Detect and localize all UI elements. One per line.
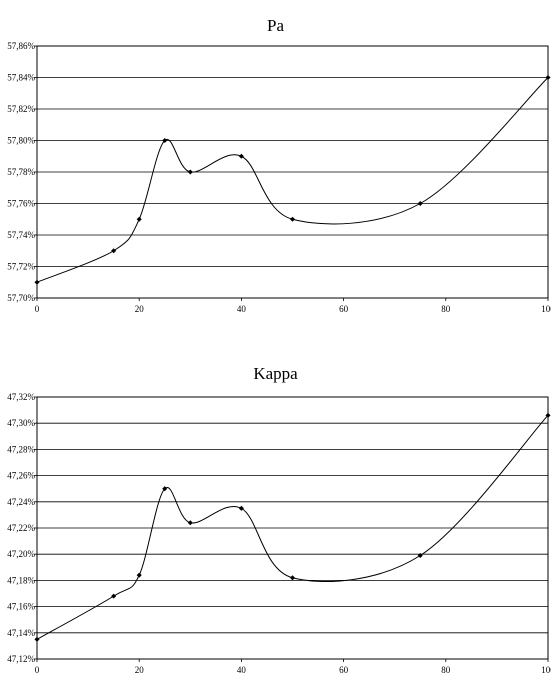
x-tick-label: 80	[441, 304, 451, 314]
data-point	[111, 593, 117, 599]
y-tick-label: 47,28%	[7, 444, 35, 454]
x-tick-label: 40	[237, 665, 247, 675]
x-tick-label: 20	[135, 665, 145, 675]
y-tick-label: 47,16%	[7, 602, 35, 612]
data-point	[238, 153, 244, 159]
series-line	[36, 415, 549, 640]
data-point	[162, 486, 168, 492]
y-tick-label: 57,72%	[7, 262, 35, 272]
y-tick-label: 47,14%	[7, 628, 35, 638]
y-tick-label: 57,86%	[7, 41, 35, 51]
x-tick-label: 100	[541, 304, 551, 314]
y-tick-label: 47,22%	[7, 523, 35, 533]
data-point	[417, 200, 423, 207]
data-point	[136, 216, 142, 222]
y-tick-label: 47,24%	[7, 497, 35, 507]
x-tick-label: 0	[35, 304, 40, 314]
data-point	[136, 572, 142, 578]
y-tick-label: 47,20%	[7, 549, 35, 559]
y-tick-label: 57,82%	[7, 104, 35, 114]
chart-pa: Pa 57,70% 57,72% 57,74% 57,76% 57,78% 57,80% 5…	[0, 0, 551, 314]
plot-frame	[36, 396, 549, 660]
plot-frame	[36, 45, 549, 299]
chart-kappa: Kappa 47,12% 47,14% 47,16% 47,18% 47,20% 47,2…	[0, 362, 551, 683]
x-tick-label: 40	[237, 304, 247, 314]
data-point	[111, 248, 117, 254]
x-tick-label: 60	[339, 304, 349, 314]
x-tick-label: 60	[339, 665, 349, 675]
data-point	[162, 137, 168, 144]
y-tick-label: 47,32%	[7, 392, 35, 402]
data-point	[187, 520, 193, 526]
y-tick-label: 57,84%	[7, 73, 35, 83]
chart-title: Kappa	[253, 364, 298, 383]
x-tick-label: 20	[135, 304, 145, 314]
data-point	[187, 169, 193, 175]
y-tick-label: 47,18%	[7, 575, 35, 585]
data-point	[289, 216, 296, 222]
x-tick-label: 100	[541, 665, 551, 675]
chart-pa-plot: 57,70% 57,72% 57,74% 57,76% 57,78% 57,80% 57,8…	[7, 41, 551, 314]
data-point	[34, 279, 40, 285]
y-tick-label: 57,80%	[7, 136, 35, 146]
y-tick-label: 57,76%	[7, 199, 35, 209]
data-point	[34, 636, 40, 642]
chart-title: Pa	[267, 16, 284, 35]
x-tick-label: 80	[441, 665, 451, 675]
y-tick-label: 57,74%	[7, 230, 35, 240]
x-tick-label: 0	[35, 665, 40, 675]
data-point	[417, 552, 423, 559]
y-tick-label: 57,70%	[7, 293, 35, 303]
y-tick-label: 57,78%	[7, 167, 35, 177]
data-point	[289, 575, 296, 581]
y-tick-label: 47,26%	[7, 471, 35, 481]
y-tick-label: 47,12%	[7, 654, 35, 664]
chart-kappa-plot: 47,12% 47,14% 47,16% 47,18% 47,20% 47,22% 47,2…	[7, 392, 551, 675]
y-tick-label: 47,30%	[7, 418, 35, 428]
